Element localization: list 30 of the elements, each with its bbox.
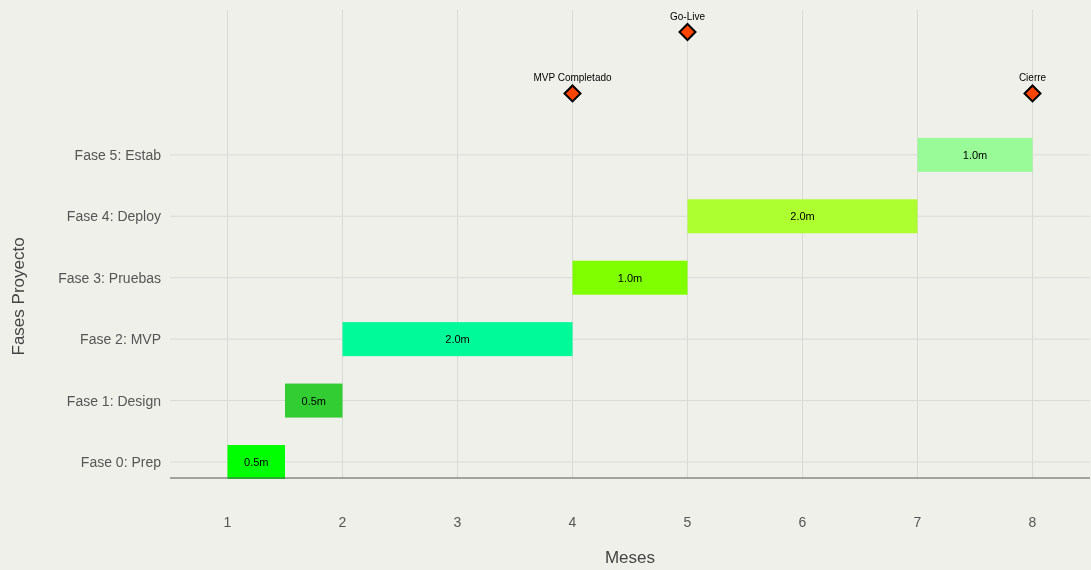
y-tick-label: Fase 1: Design <box>66 392 161 409</box>
x-tick-label: 8 <box>1028 514 1037 530</box>
x-axis-title: Meses <box>604 548 656 567</box>
bar <box>342 322 573 357</box>
x-tick-label: 3 <box>453 514 462 530</box>
x-tick-label: 1 <box>223 514 232 530</box>
data-label: 2.0m <box>790 210 815 223</box>
y-tick-label: Fase 2: MVP <box>80 331 161 348</box>
bar <box>285 383 343 418</box>
y-axis-title: Fases Proyecto <box>9 237 28 356</box>
bar <box>572 260 688 295</box>
y-tick-label: Fase 3: Pruebas <box>58 269 161 286</box>
x-tick-label: 7 <box>913 514 922 530</box>
data-label: 1.0m <box>617 271 643 284</box>
x-tick-label: 5 <box>683 514 692 530</box>
data-label: 1.0m <box>962 148 988 161</box>
series-label: Go-Live <box>669 11 706 22</box>
y-tick-label: Fase 5: Estab <box>74 146 162 163</box>
bar <box>687 199 918 234</box>
y-tick-label: Fase 4: Deploy <box>66 208 161 225</box>
x-tick-label: 6 <box>798 514 807 530</box>
x-tick-label: 2 <box>338 514 347 530</box>
x-tick-label: 4 <box>568 514 577 530</box>
data-label: 2.0m <box>445 333 470 346</box>
data-label: 0.5m <box>244 456 269 468</box>
series-label: MVP Completado <box>533 72 613 84</box>
series-label: Cierre <box>1018 72 1047 84</box>
data-label: 0.5m <box>301 394 326 407</box>
y-tick-label: Fase 0: Prep <box>80 454 162 470</box>
bar <box>917 137 1033 172</box>
